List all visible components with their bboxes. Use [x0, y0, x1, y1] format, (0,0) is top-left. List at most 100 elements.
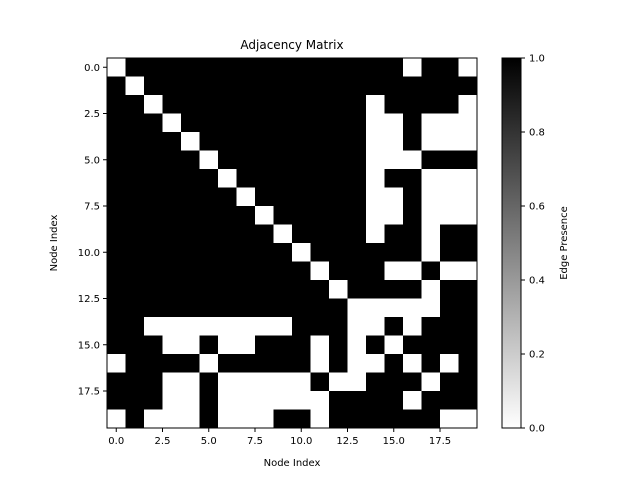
heatmap-cell	[162, 391, 182, 410]
heatmap-cell	[107, 391, 126, 410]
heatmap-cell	[403, 150, 422, 170]
heatmap-cell	[162, 224, 182, 244]
heatmap-cell	[273, 298, 293, 318]
heatmap-cell	[403, 206, 422, 225]
heatmap-cell	[199, 298, 219, 318]
heatmap-cell	[366, 58, 385, 77]
heatmap-cell	[421, 113, 441, 133]
heatmap-cell	[199, 280, 219, 299]
y-tick-label: 17.5	[78, 387, 100, 398]
heatmap-cell	[458, 372, 478, 392]
heatmap-cell	[347, 354, 367, 373]
heatmap-cell	[421, 298, 441, 318]
heatmap-cell	[310, 150, 330, 170]
heatmap-cell	[310, 261, 330, 281]
heatmap-cell	[162, 113, 182, 133]
heatmap-cell	[144, 113, 163, 133]
heatmap-cell	[310, 280, 330, 299]
heatmap-cell	[347, 224, 367, 244]
heatmap-cell	[218, 169, 237, 188]
heatmap-cell	[199, 409, 219, 429]
heatmap-cell	[144, 132, 163, 151]
heatmap-cell	[458, 113, 478, 133]
heatmap-cell	[273, 391, 293, 410]
heatmap-cell	[329, 409, 348, 429]
colorbar-tick-label: 0.2	[529, 350, 545, 361]
heatmap-cell	[162, 335, 182, 355]
heatmap-cell	[403, 317, 422, 336]
heatmap-cell	[181, 409, 200, 429]
heatmap-cell	[366, 391, 385, 410]
heatmap-cell	[181, 150, 200, 170]
heatmap-cell	[403, 243, 422, 262]
heatmap-cell	[458, 132, 478, 151]
heatmap-cell	[144, 224, 163, 244]
heatmap-cell	[403, 372, 422, 392]
heatmap-cell	[458, 206, 478, 225]
heatmap-cell	[199, 132, 219, 151]
heatmap-cell	[218, 132, 237, 151]
heatmap-cell	[125, 335, 145, 355]
heatmap-cell	[347, 298, 367, 318]
heatmap-cell	[329, 280, 348, 299]
heatmap-cell	[199, 391, 219, 410]
heatmap-cell	[310, 391, 330, 410]
heatmap-cell	[421, 409, 441, 429]
heatmap-cell	[107, 58, 126, 77]
heatmap-cell	[273, 76, 293, 96]
heatmap-cell	[310, 206, 330, 225]
heatmap-cell	[144, 187, 163, 207]
heatmap-cell	[292, 95, 311, 114]
heatmap-cell	[236, 169, 256, 188]
heatmap-cell	[273, 409, 293, 429]
heatmap-cell	[218, 76, 237, 96]
heatmap-cell	[181, 317, 200, 336]
heatmap-cell	[125, 372, 145, 392]
heatmap-cell	[181, 280, 200, 299]
heatmap-cell	[107, 372, 126, 392]
heatmap-cell	[384, 354, 404, 373]
heatmap-cell	[310, 335, 330, 355]
heatmap-cell	[236, 409, 256, 429]
heatmap-cell	[273, 335, 293, 355]
heatmap-cell	[458, 224, 478, 244]
heatmap-cell	[162, 206, 182, 225]
heatmap-cell	[347, 169, 367, 188]
heatmap-cell	[421, 243, 441, 262]
heatmap-cell	[292, 187, 311, 207]
heatmap-cell	[384, 58, 404, 77]
heatmap-cell	[421, 280, 441, 299]
heatmap-cell	[218, 113, 237, 133]
heatmap-cell	[440, 76, 459, 96]
heatmap-cell	[273, 169, 293, 188]
heatmap-cell	[366, 261, 385, 281]
heatmap-cell	[162, 169, 182, 188]
heatmap-cell	[310, 169, 330, 188]
heatmap-cell	[273, 354, 293, 373]
colorbar-tick-label: 0.6	[529, 202, 545, 213]
heatmap-cell	[125, 243, 145, 262]
heatmap-cell	[310, 132, 330, 151]
heatmap-cell	[199, 224, 219, 244]
heatmap-cell	[366, 280, 385, 299]
heatmap-cell	[236, 317, 256, 336]
colorbar-tick-label: 0.0	[529, 424, 545, 435]
heatmap-cell	[199, 58, 219, 77]
heatmap-cell	[384, 317, 404, 336]
heatmap-cell	[236, 261, 256, 281]
heatmap-cell	[421, 224, 441, 244]
heatmap-cell	[144, 206, 163, 225]
heatmap-cell	[218, 261, 237, 281]
heatmap-cell	[255, 206, 274, 225]
heatmap-cell	[384, 298, 404, 318]
heatmap-cell	[384, 76, 404, 96]
heatmap-cell	[329, 95, 348, 114]
heatmap-cell	[162, 298, 182, 318]
heatmap-cell	[384, 95, 404, 114]
heatmap-cell	[199, 187, 219, 207]
heatmap-cell	[144, 298, 163, 318]
heatmap-cell	[421, 132, 441, 151]
heatmap-cell	[218, 372, 237, 392]
heatmap-cell	[181, 298, 200, 318]
heatmap-cell	[440, 169, 459, 188]
